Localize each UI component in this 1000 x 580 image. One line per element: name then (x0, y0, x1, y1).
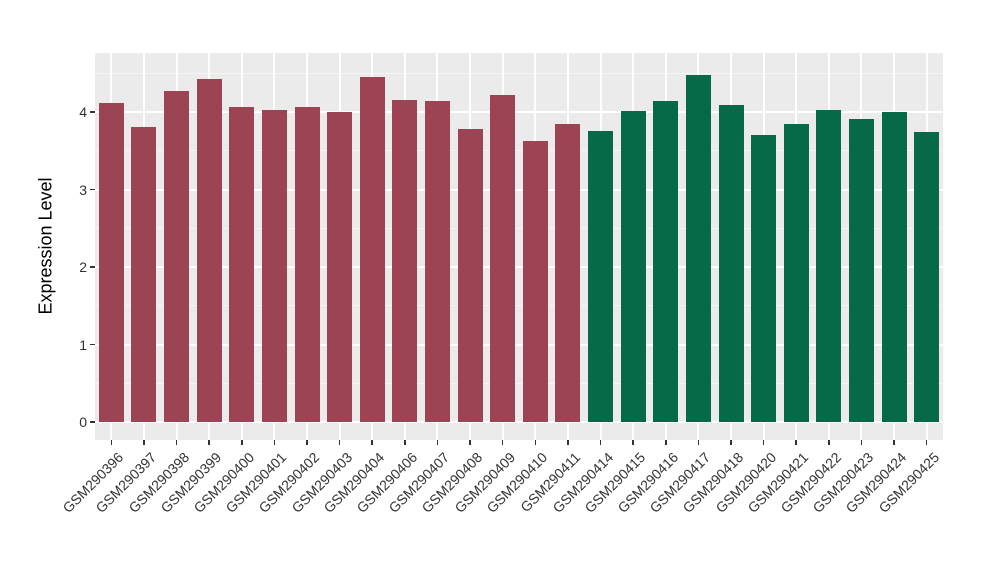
x-tick-mark (501, 440, 504, 445)
plot-panel (95, 53, 943, 440)
y-axis-title: Expression Level (35, 177, 56, 315)
gridline-major (95, 188, 943, 191)
x-tick-mark (338, 440, 341, 445)
bar (848, 118, 874, 422)
bar (914, 132, 940, 422)
x-tick-mark (893, 440, 895, 445)
x-tick-mark (762, 440, 765, 445)
y-tick-mark (90, 111, 95, 113)
x-tick-mark (306, 440, 308, 445)
y-tick-label: 4 (79, 104, 87, 120)
bar (718, 105, 744, 422)
x-tick-mark (371, 440, 373, 445)
gridline-minor (95, 72, 943, 74)
x-tick-mark (665, 440, 667, 445)
bar (588, 130, 614, 422)
y-tick-mark (90, 421, 95, 423)
x-tick-mark (436, 440, 439, 445)
y-tick-mark (90, 266, 95, 268)
x-tick-mark (795, 440, 797, 445)
bar (294, 107, 320, 422)
bar (424, 101, 450, 422)
bar (653, 101, 679, 422)
y-tick-mark (90, 343, 95, 346)
x-tick-mark (110, 440, 113, 445)
x-tick-mark (175, 440, 178, 445)
x-tick-mark (828, 440, 830, 445)
x-tick-mark (632, 440, 634, 445)
x-tick-mark (730, 440, 732, 445)
bar (392, 100, 418, 422)
gridline-minor (95, 150, 943, 152)
bar (783, 124, 809, 422)
y-tick-label: 2 (79, 259, 87, 275)
bar (229, 106, 255, 422)
x-tick-mark (208, 440, 210, 445)
gridline-minor (95, 305, 943, 307)
bar (751, 135, 777, 422)
y-tick-label: 3 (79, 181, 87, 198)
x-tick-mark (925, 440, 928, 445)
bar (359, 77, 385, 422)
bar (98, 102, 124, 422)
gridline-major (95, 266, 943, 268)
bar (327, 112, 353, 422)
gridline-minor (95, 227, 943, 229)
x-tick-mark (599, 440, 602, 445)
x-tick-mark (697, 440, 700, 445)
bar (685, 74, 711, 422)
y-tick-label: 1 (79, 336, 87, 353)
bar (164, 91, 190, 422)
bar (196, 78, 222, 422)
bar (881, 112, 907, 422)
y-tick-mark (90, 188, 95, 191)
bar (555, 124, 581, 422)
x-tick-mark (404, 440, 406, 445)
bar (620, 111, 646, 422)
bar (457, 129, 483, 422)
bar (490, 94, 516, 422)
bar (816, 110, 842, 422)
bar (261, 109, 287, 422)
gridline-major (95, 343, 943, 346)
x-tick-mark (143, 440, 145, 445)
x-tick-mark (567, 440, 569, 445)
gridline-major (95, 111, 943, 113)
x-tick-mark (469, 440, 471, 445)
gridline-minor (95, 382, 943, 384)
bar (131, 126, 157, 422)
x-tick-mark (241, 440, 243, 445)
x-tick-mark (860, 440, 863, 445)
gridline-major (95, 421, 943, 423)
x-tick-mark (534, 440, 537, 445)
bar (522, 141, 548, 422)
y-tick-label: 0 (79, 414, 87, 430)
x-tick-mark (273, 440, 276, 445)
